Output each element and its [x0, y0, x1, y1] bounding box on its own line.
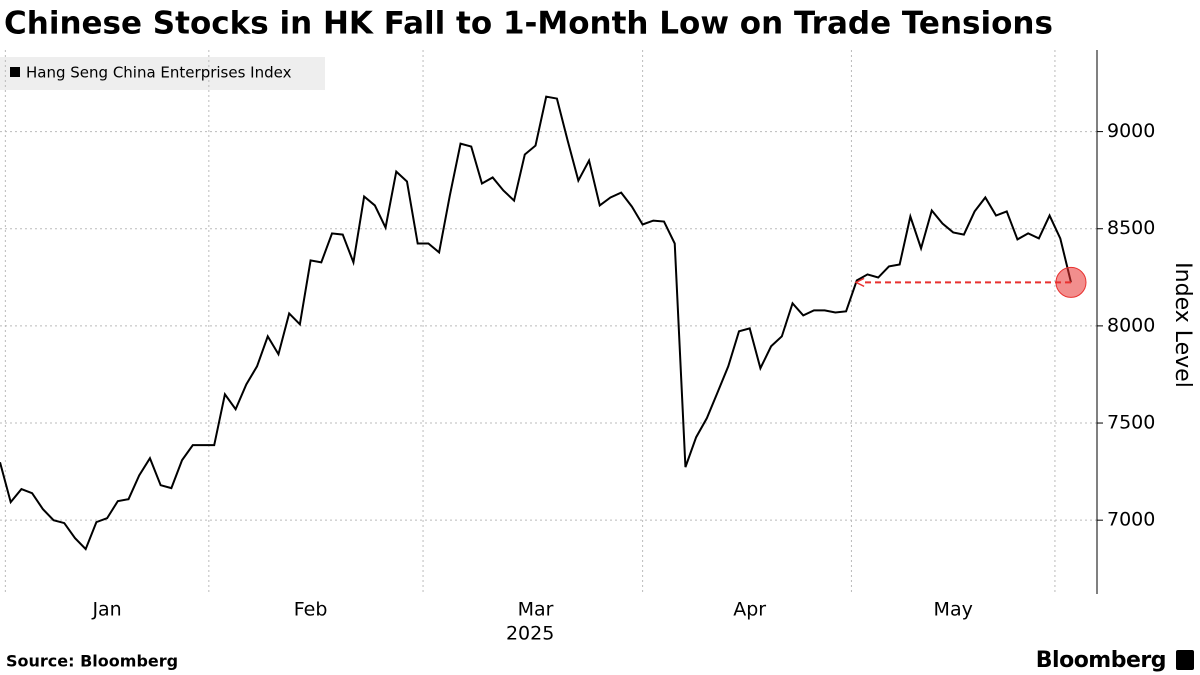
legend-swatch — [10, 67, 20, 77]
y-axis-title: Index Level — [1170, 262, 1195, 388]
brand-icon — [1176, 650, 1194, 670]
y-tick-label: 7500 — [1107, 412, 1155, 434]
x-axis-title: 2025 — [506, 623, 554, 645]
x-tick-label: Jan — [91, 599, 121, 621]
y-tick-label: 9000 — [1107, 120, 1155, 142]
source: Source: Bloomberg — [6, 652, 178, 671]
y-tick-label: 8500 — [1107, 217, 1155, 239]
y-tick-label: 8000 — [1107, 314, 1155, 336]
x-tick-label: Apr — [733, 599, 766, 621]
legend-box — [0, 57, 325, 90]
brand: Bloomberg — [1036, 648, 1166, 673]
y-tick-label: 7000 — [1107, 509, 1155, 531]
series-line — [0, 95, 1072, 551]
x-tick-label: May — [934, 599, 973, 621]
x-tick-label: Mar — [518, 599, 554, 621]
legend-label: Hang Seng China Enterprises Index — [26, 64, 292, 82]
chart-title: Chinese Stocks in HK Fall to 1-Month Low… — [4, 6, 1053, 42]
x-tick-label: Feb — [294, 599, 328, 621]
highlight-marker — [1055, 266, 1087, 298]
highlight-arrow — [854, 277, 865, 288]
